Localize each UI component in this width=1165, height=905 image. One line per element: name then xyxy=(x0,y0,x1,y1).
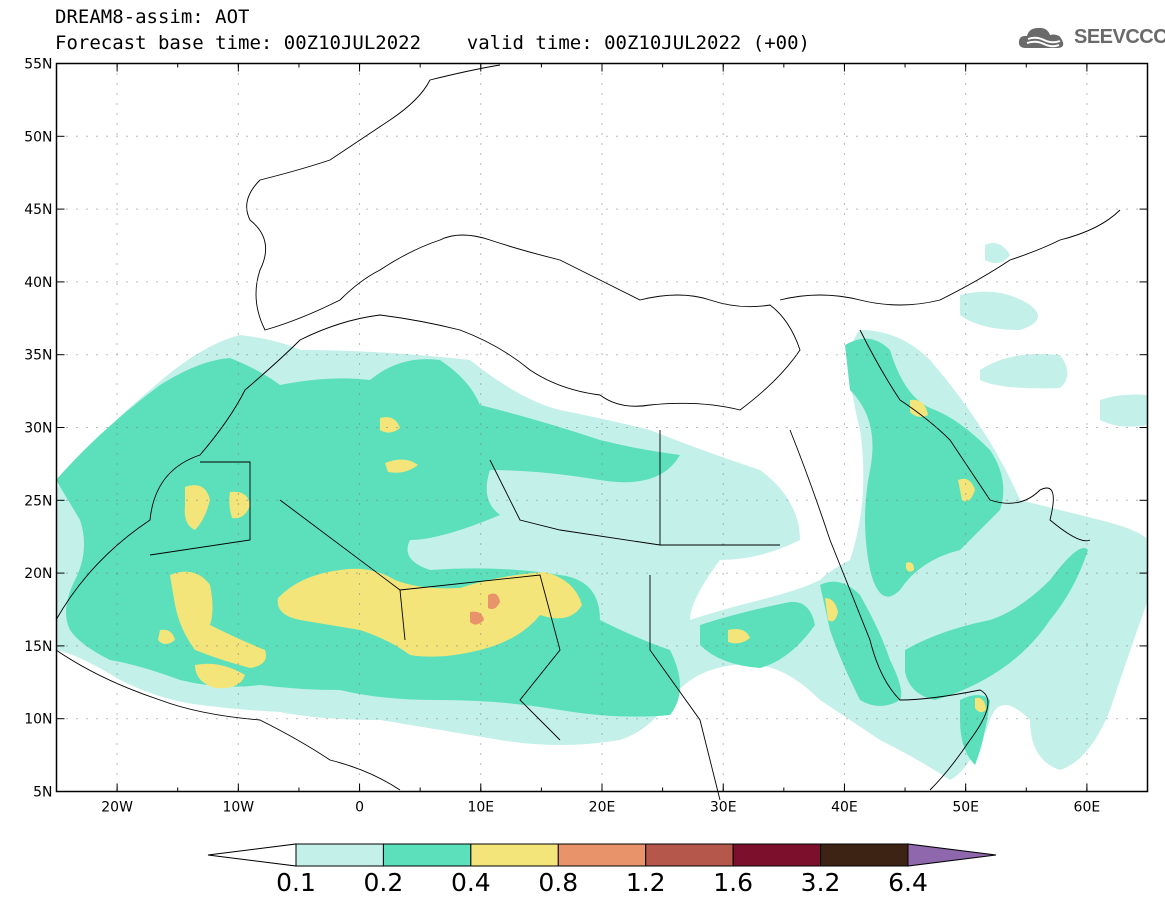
lat-label: 5N xyxy=(33,785,52,801)
colorbar-level-label: 0.4 xyxy=(450,868,491,897)
cloud-icon xyxy=(1018,27,1064,48)
aot-band-0-8 xyxy=(470,593,500,625)
axis-ticks xyxy=(56,63,1148,792)
lat-label: 10N xyxy=(24,712,52,728)
lat-label: 35N xyxy=(24,348,52,364)
seevccc-logo: SEEVCCC xyxy=(1016,22,1165,52)
colorbar-box xyxy=(295,843,384,867)
colorbar-level-label: 0.1 xyxy=(276,868,316,897)
lon-label: 0 xyxy=(355,800,364,816)
colorbar-box xyxy=(382,843,472,867)
aot-fill-layer xyxy=(56,242,1148,780)
lon-label: 40E xyxy=(831,800,858,816)
colorbar-boxes xyxy=(207,843,997,867)
lat-label: 15N xyxy=(24,639,52,655)
colorbar-level-label: 3.2 xyxy=(800,868,841,897)
longitude-labels: 20W 10W 0 10E 20E 30E 40E 50E 60E xyxy=(101,800,1100,816)
chart-title: DREAM8-assim: AOT xyxy=(55,6,250,28)
colorbar-box xyxy=(732,843,822,867)
lat-label: 20N xyxy=(24,566,52,582)
colorbar-box xyxy=(820,843,909,867)
lon-label: 10W xyxy=(222,800,254,816)
lat-label: 45N xyxy=(24,202,52,218)
colorbar-box xyxy=(470,843,559,867)
latitude-labels: 55N 50N 45N 40N 35N 30N 25N 20N 15N 10N 5N xyxy=(24,57,52,801)
colorbar-over-arrow xyxy=(907,843,997,867)
lat-label: 25N xyxy=(24,493,52,509)
lat-label: 50N xyxy=(24,129,52,145)
colorbar-under-arrow xyxy=(207,843,297,867)
colorbar-box xyxy=(645,843,734,867)
lon-label: 10E xyxy=(467,800,494,816)
logo-text: SEEVCCC xyxy=(1074,25,1165,48)
colorbar-level-label: 1.6 xyxy=(713,868,754,897)
colorbar-level-label: 0.8 xyxy=(538,868,579,897)
colorbar-level-label: 1.2 xyxy=(625,868,666,897)
aot-band-0-4 xyxy=(158,399,986,713)
colorbar-box xyxy=(557,843,647,867)
forecast-time-line: Forecast base time: 00Z10JUL2022 valid t… xyxy=(55,32,810,54)
lon-label: 50E xyxy=(952,800,979,816)
lon-label: 60E xyxy=(1074,800,1101,816)
lat-label: 30N xyxy=(24,421,52,437)
colorbar-level-label: 6.4 xyxy=(888,868,928,897)
lat-label: 40N xyxy=(24,275,52,291)
lon-label: 20E xyxy=(589,800,616,816)
colorbar-level-label: 0.2 xyxy=(363,868,404,897)
lat-label: 55N xyxy=(24,57,52,73)
lon-label: 30E xyxy=(710,800,737,816)
lon-label: 20W xyxy=(101,800,133,816)
